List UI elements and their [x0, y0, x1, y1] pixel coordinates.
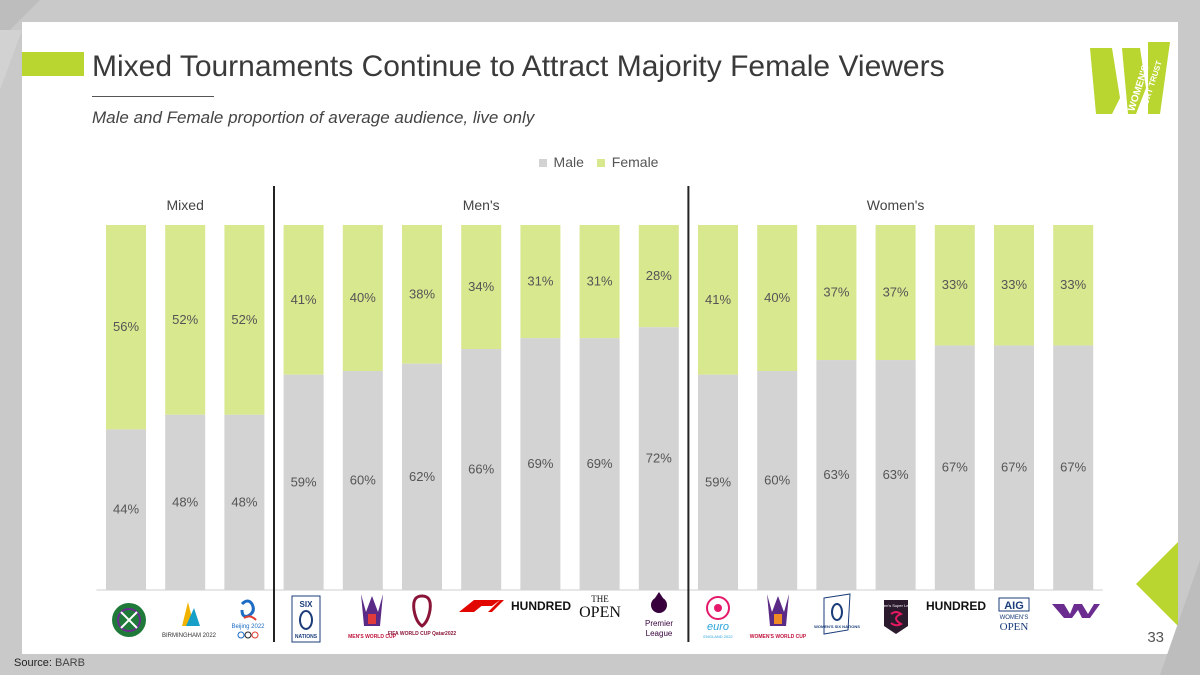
bar-male [342, 371, 383, 590]
slide: Mixed Tournaments Continue to Attract Ma… [22, 22, 1178, 654]
data-label-male: 72% [646, 451, 672, 466]
bar-male [106, 429, 146, 590]
source-note: Source: BARB [14, 657, 85, 669]
data-label-male: 48% [231, 494, 257, 509]
bar-female [757, 225, 798, 371]
page-number: 33 [1147, 629, 1164, 646]
bar-female [224, 225, 265, 415]
bar-female [165, 225, 206, 415]
data-label-male: 69% [587, 456, 613, 471]
chart-legend: Male Female [22, 154, 1178, 170]
bar-female [342, 225, 383, 371]
data-label-female: 31% [527, 274, 553, 289]
data-label-female: 40% [350, 290, 376, 305]
source-value: BARB [54, 657, 85, 669]
data-label-female: 52% [172, 312, 198, 327]
data-label-female: 56% [113, 319, 139, 334]
bar-female [402, 225, 442, 364]
bar-male [520, 338, 561, 590]
data-label-female: 37% [883, 285, 909, 300]
group-label: Mixed [167, 197, 204, 213]
bar-female [816, 225, 857, 361]
data-label-female: 41% [705, 292, 731, 307]
data-label-male: 69% [527, 456, 553, 471]
bar-male [638, 327, 679, 590]
bar-female [1053, 225, 1094, 346]
bar-male [579, 338, 620, 590]
source-label: Source: [14, 657, 52, 669]
data-label-male: 67% [942, 460, 968, 475]
bar-male [1053, 345, 1094, 590]
data-label-female: 31% [587, 274, 613, 289]
womens-sport-trust-logo: WOMEN'S SPORT TRUST [1090, 42, 1170, 116]
bar-female [994, 225, 1034, 346]
bar-female [698, 225, 738, 375]
bar-male [934, 345, 975, 590]
data-label-male: 59% [705, 474, 731, 489]
legend-item-female: Female [596, 154, 662, 170]
bar-male [698, 374, 738, 590]
bar-male [283, 374, 324, 590]
data-label-male: 63% [883, 467, 909, 482]
legend-label-male: Male [553, 154, 584, 170]
data-label-male: 59% [291, 474, 317, 489]
data-label-female: 33% [942, 277, 968, 292]
slide-subtitle: Male and Female proportion of average au… [92, 108, 535, 127]
bar-male [757, 371, 798, 590]
bar-female [875, 225, 916, 361]
data-label-female: 41% [291, 292, 317, 307]
bar-female [934, 225, 975, 346]
data-label-female: 33% [1001, 277, 1027, 292]
data-label-female: 38% [409, 286, 435, 301]
data-label-female: 40% [764, 290, 790, 305]
data-label-male: 67% [1001, 460, 1027, 475]
background-stripe-left [0, 30, 22, 90]
data-label-female: 52% [231, 312, 257, 327]
data-label-male: 62% [409, 469, 435, 484]
bar-male [875, 360, 916, 590]
stacked-bar-chart: 56% 44% 52% 48% 52% 48% 41% 59% 40% 60% 38% 62% 34% 6… [96, 186, 1103, 642]
bar-male [994, 345, 1034, 590]
legend-swatch-female [596, 159, 605, 168]
bar-female [579, 225, 620, 339]
data-label-male: 63% [823, 467, 849, 482]
data-label-female: 34% [468, 279, 494, 294]
group-label: Women's [867, 197, 925, 213]
title-rule [92, 96, 214, 97]
data-label-female: 28% [646, 268, 672, 283]
data-label-male: 48% [172, 494, 198, 509]
bar-female [106, 225, 146, 430]
data-label-female: 37% [823, 285, 849, 300]
group-label: Men's [463, 197, 500, 213]
accent-bar [22, 52, 84, 76]
data-label-male: 67% [1060, 460, 1086, 475]
bar-male [461, 349, 502, 590]
data-label-male: 66% [468, 462, 494, 477]
bar-male [816, 360, 857, 590]
data-label-male: 60% [764, 473, 790, 488]
bar-male [402, 363, 442, 590]
data-label-male: 60% [350, 473, 376, 488]
legend-swatch-male [538, 159, 547, 168]
data-label-female: 33% [1060, 277, 1086, 292]
legend-item-male: Male [538, 154, 587, 170]
bar-female [283, 225, 324, 375]
bar-female [520, 225, 561, 339]
bar-female [638, 225, 679, 328]
bar-male [165, 414, 206, 590]
slide-title: Mixed Tournaments Continue to Attract Ma… [92, 50, 945, 83]
bar-male [224, 414, 265, 590]
data-label-male: 44% [113, 502, 139, 517]
legend-label-female: Female [611, 154, 659, 170]
background-stripe-bottom-right [1160, 560, 1200, 675]
bar-female [461, 225, 502, 350]
